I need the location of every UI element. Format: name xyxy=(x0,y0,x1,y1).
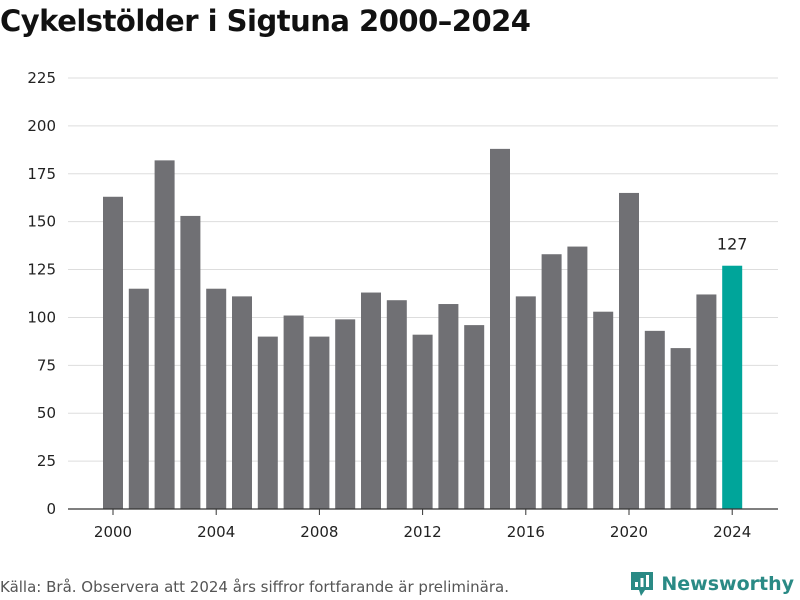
bar-2013 xyxy=(438,304,459,509)
x-tick-label: 2012 xyxy=(404,523,442,541)
bar-2024 xyxy=(722,265,743,509)
x-tick-label: 2004 xyxy=(197,523,235,541)
y-tick-label: 100 xyxy=(27,308,56,326)
bar-2018 xyxy=(567,246,588,509)
y-tick-label: 75 xyxy=(37,356,56,374)
y-tick-label: 175 xyxy=(27,165,56,183)
data-labels: 127 xyxy=(717,235,748,254)
y-tick-label: 150 xyxy=(27,213,56,231)
x-tick-label: 2020 xyxy=(610,523,648,541)
bar-2003 xyxy=(180,215,201,510)
bar-2011 xyxy=(386,300,407,509)
bar-2023 xyxy=(696,294,717,509)
chart-title: Cykelstölder i Sigtuna 2000–2024 xyxy=(0,4,531,38)
bar-2012 xyxy=(412,334,433,509)
bar-2014 xyxy=(464,325,485,509)
bar-2021 xyxy=(644,330,665,509)
x-tick-label: 2000 xyxy=(94,523,132,541)
bar-2001 xyxy=(128,288,149,509)
brand-logo[interactable]: Newsworthy xyxy=(629,570,794,598)
newsworthy-logo-icon xyxy=(631,572,654,596)
brand-name: Newsworthy xyxy=(661,573,794,595)
bar-2017 xyxy=(541,254,562,509)
bar-2022 xyxy=(670,348,691,509)
y-tick-label: 200 xyxy=(27,117,56,135)
x-axis-ticks: 2000 2004 2008 2012 2016 2020 2024 xyxy=(94,509,751,541)
bar-2020 xyxy=(619,192,639,509)
bar-2007 xyxy=(283,315,304,509)
bar-2010 xyxy=(361,292,381,509)
y-tick-label: 225 xyxy=(27,69,56,87)
x-tick-label: 2008 xyxy=(300,523,338,541)
x-tick-label: 2024 xyxy=(713,523,751,541)
bar-2015 xyxy=(490,148,510,509)
bar-2019 xyxy=(593,311,614,509)
y-tick-label: 0 xyxy=(46,500,56,518)
data-label-2024: 127 xyxy=(717,235,748,254)
bar-2004 xyxy=(206,288,227,509)
y-axis-ticks: 0 25 50 75 100 125 150 175 200 225 xyxy=(27,69,56,518)
y-tick-label: 25 xyxy=(37,452,56,470)
bar-2002 xyxy=(154,160,175,509)
bar-2008 xyxy=(309,336,330,509)
bar-2005 xyxy=(232,296,252,509)
y-tick-label: 50 xyxy=(37,404,56,422)
bar-2009 xyxy=(335,319,356,509)
bar-2006 xyxy=(257,336,278,509)
source-note: Källa: Brå. Observera att 2024 års siffr… xyxy=(0,578,509,596)
y-tick-label: 125 xyxy=(27,261,56,279)
bars xyxy=(103,148,743,510)
bar-2000 xyxy=(103,196,123,509)
bar-2016 xyxy=(515,296,536,509)
x-tick-label: 2016 xyxy=(507,523,545,541)
